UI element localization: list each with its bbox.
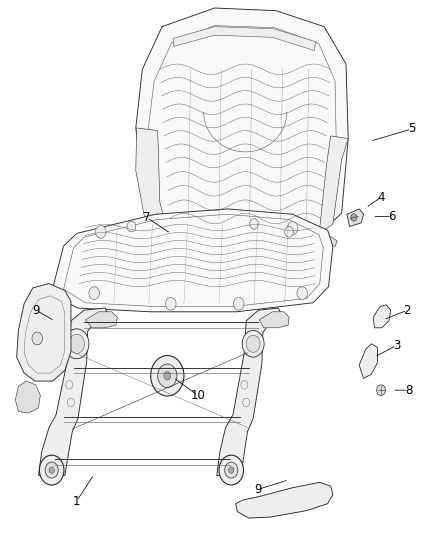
- Text: 10: 10: [191, 389, 205, 402]
- Polygon shape: [145, 229, 158, 243]
- Circle shape: [66, 381, 73, 389]
- Circle shape: [377, 385, 385, 395]
- Polygon shape: [315, 136, 348, 237]
- Circle shape: [158, 364, 177, 387]
- Circle shape: [166, 297, 176, 310]
- Circle shape: [250, 219, 258, 229]
- Polygon shape: [136, 8, 348, 243]
- Circle shape: [95, 225, 106, 238]
- Circle shape: [229, 467, 234, 473]
- Polygon shape: [347, 209, 364, 227]
- Circle shape: [39, 455, 64, 485]
- Circle shape: [241, 381, 248, 389]
- Text: 2: 2: [403, 304, 411, 317]
- Polygon shape: [236, 482, 333, 518]
- Polygon shape: [136, 128, 166, 229]
- Circle shape: [242, 330, 264, 357]
- Circle shape: [225, 462, 238, 478]
- Polygon shape: [52, 209, 333, 312]
- Text: 9: 9: [32, 304, 40, 317]
- Circle shape: [243, 398, 250, 407]
- Circle shape: [69, 334, 85, 353]
- Circle shape: [89, 287, 99, 300]
- Text: 5: 5: [408, 123, 415, 135]
- Polygon shape: [320, 236, 337, 246]
- Circle shape: [164, 372, 171, 380]
- Text: 6: 6: [388, 210, 396, 223]
- Text: 7: 7: [143, 211, 151, 224]
- Text: 9: 9: [254, 483, 262, 496]
- Polygon shape: [259, 312, 289, 328]
- Polygon shape: [85, 312, 117, 328]
- Circle shape: [297, 287, 307, 300]
- Polygon shape: [39, 308, 109, 475]
- Circle shape: [285, 227, 293, 237]
- Circle shape: [351, 214, 357, 221]
- Circle shape: [151, 356, 184, 396]
- Text: 3: 3: [393, 339, 400, 352]
- Circle shape: [127, 221, 136, 232]
- Circle shape: [32, 332, 42, 345]
- Circle shape: [246, 335, 260, 352]
- Polygon shape: [217, 308, 283, 475]
- Polygon shape: [15, 381, 40, 413]
- Text: 1: 1: [73, 495, 81, 507]
- Polygon shape: [173, 27, 315, 51]
- Circle shape: [67, 398, 74, 407]
- Polygon shape: [359, 344, 378, 378]
- Circle shape: [49, 467, 54, 473]
- Circle shape: [287, 222, 298, 235]
- Circle shape: [233, 297, 244, 310]
- Text: 8: 8: [405, 384, 412, 397]
- Text: 4: 4: [377, 191, 385, 204]
- Circle shape: [219, 455, 244, 485]
- Polygon shape: [17, 284, 71, 381]
- Circle shape: [45, 462, 58, 478]
- Polygon shape: [373, 305, 391, 328]
- Circle shape: [64, 329, 89, 359]
